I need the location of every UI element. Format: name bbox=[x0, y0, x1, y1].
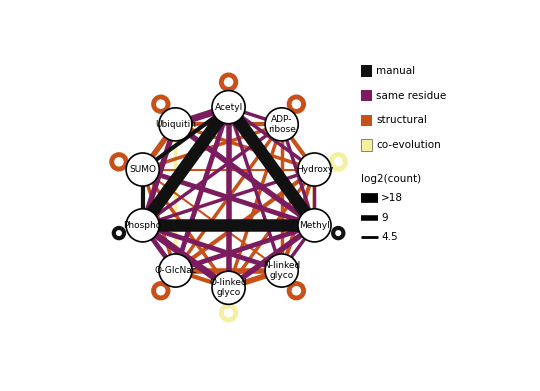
Text: ADP-
ribose: ADP- ribose bbox=[268, 115, 295, 134]
Circle shape bbox=[126, 209, 159, 242]
Text: structural: structural bbox=[376, 115, 427, 126]
Text: Methyl: Methyl bbox=[299, 221, 330, 230]
Text: O-linked
glyco: O-linked glyco bbox=[210, 278, 247, 298]
Circle shape bbox=[335, 230, 341, 236]
Text: Ubiquitin: Ubiquitin bbox=[155, 120, 196, 129]
Text: Hydroxy: Hydroxy bbox=[296, 165, 333, 174]
Text: manual: manual bbox=[376, 66, 415, 76]
Text: >18: >18 bbox=[381, 194, 403, 203]
Text: Phospho: Phospho bbox=[124, 221, 162, 230]
Text: co-evolution: co-evolution bbox=[376, 140, 441, 150]
Circle shape bbox=[265, 108, 298, 141]
Bar bbox=[361, 139, 373, 151]
Circle shape bbox=[126, 153, 159, 186]
Bar bbox=[361, 90, 373, 101]
Text: N-linked
glyco: N-linked glyco bbox=[263, 261, 300, 280]
Text: Acetyl: Acetyl bbox=[214, 102, 242, 112]
Circle shape bbox=[159, 254, 192, 287]
Circle shape bbox=[298, 153, 331, 186]
Circle shape bbox=[331, 226, 346, 240]
Circle shape bbox=[265, 254, 298, 287]
Circle shape bbox=[116, 230, 122, 236]
Text: 9: 9 bbox=[381, 213, 388, 223]
Bar bbox=[361, 115, 373, 126]
Text: log2(count): log2(count) bbox=[361, 174, 421, 184]
Text: O-GlcNac: O-GlcNac bbox=[154, 266, 197, 275]
Bar bbox=[361, 65, 373, 77]
Circle shape bbox=[298, 209, 331, 242]
Circle shape bbox=[212, 91, 245, 124]
Circle shape bbox=[212, 271, 245, 304]
Circle shape bbox=[159, 108, 192, 141]
Text: 4.5: 4.5 bbox=[381, 233, 398, 242]
Text: SUMO: SUMO bbox=[129, 165, 156, 174]
Text: same residue: same residue bbox=[376, 91, 447, 101]
Circle shape bbox=[112, 226, 126, 240]
